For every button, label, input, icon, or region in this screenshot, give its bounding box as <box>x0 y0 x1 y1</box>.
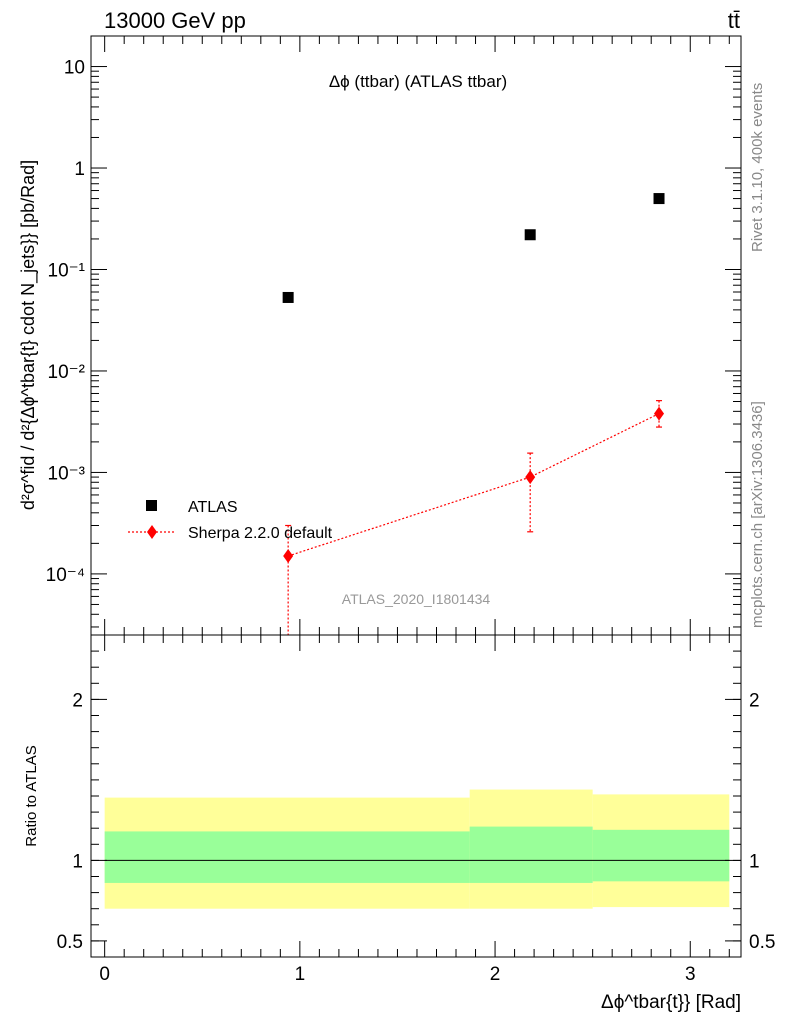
main-ytick-label: 10 <box>64 58 85 79</box>
ratio-panel: 2 2 1 1 0.5 0.5 0 1 2 3 Ratio to ATLAS Δϕ^tbar{t}… <box>23 634 775 1013</box>
watermark: ATLAS_2020_I1801434 <box>342 591 491 607</box>
ratio-xtick-label: 1 <box>295 964 306 985</box>
atlas-point <box>524 229 536 241</box>
main-ytick-label: 10⁻¹ <box>48 260 86 281</box>
atlas-point <box>282 291 294 303</box>
sherpa-point <box>283 549 294 564</box>
main-ytick-label: 1 <box>74 159 85 180</box>
process-label: tt̄ <box>728 8 740 33</box>
ratio-band-inner <box>104 831 470 883</box>
legend-sherpa-marker <box>147 525 157 539</box>
atlas-point <box>653 193 665 205</box>
ratio-ytick-label: 2 <box>72 690 83 711</box>
ratio-xtick-label: 2 <box>490 964 501 985</box>
legend-sherpa-label: Sherpa 2.2.0 default <box>188 525 333 542</box>
main-ytick-label: 10⁻³ <box>48 463 86 484</box>
ratio-ytick-label: 1 <box>72 851 83 872</box>
ratio-xtick-label: 3 <box>685 964 696 985</box>
sherpa-line <box>287 413 660 557</box>
rivet-label: Rivet 3.1.10, 400k events <box>749 83 766 252</box>
main-panel: 10 1 10⁻¹ 10⁻² 10⁻³ 10⁻⁴ Δϕ (ttbar) (ATLAS tt… <box>18 35 742 636</box>
sherpa-point <box>525 470 536 485</box>
ratio-ytick-label-right: 1 <box>749 851 760 872</box>
main-ylabel: d²σ^fid / d²{Δϕ^tbar{t} cdot N_jets}} [p… <box>18 160 39 510</box>
main-frame <box>90 35 742 636</box>
mcplots-label: mcplots.cern.ch [arXiv:1306.3436] <box>749 401 766 628</box>
ratio-ytick-label-right: 2 <box>749 690 760 711</box>
main-title: Δϕ (ttbar) (ATLAS ttbar) <box>329 72 507 91</box>
ratio-xlabel: Δϕ^tbar{t}} [Rad] <box>601 992 741 1013</box>
ratio-ytick-label: 0.5 <box>57 932 83 953</box>
ratio-band-inner <box>592 829 730 882</box>
sherpa-point <box>654 406 665 421</box>
main-ytick-label: 10⁻² <box>48 362 86 383</box>
legend-atlas-marker <box>146 500 157 511</box>
ratio-xtick-label: 0 <box>99 964 110 985</box>
legend: ATLAS Sherpa 2.2.0 default <box>128 499 333 542</box>
legend-atlas-label: ATLAS <box>188 499 238 516</box>
ratio-band-inner <box>469 826 593 883</box>
ratio-ytick-label-right: 0.5 <box>749 932 775 953</box>
main-ytick-label: 10⁻⁴ <box>46 565 85 586</box>
energy-label: 13000 GeV pp <box>104 8 246 33</box>
ratio-ylabel: Ratio to ATLAS <box>23 745 40 846</box>
